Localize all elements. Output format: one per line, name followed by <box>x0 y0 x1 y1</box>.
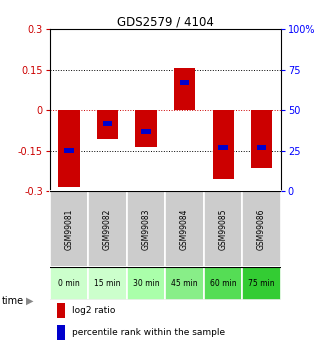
Text: percentile rank within the sample: percentile rank within the sample <box>73 328 226 337</box>
Bar <box>57 325 65 340</box>
Text: 30 min: 30 min <box>133 279 159 288</box>
Bar <box>57 303 65 318</box>
Bar <box>180 80 189 85</box>
Bar <box>242 267 281 300</box>
Bar <box>257 145 266 150</box>
Bar <box>127 191 165 267</box>
Text: GSM99086: GSM99086 <box>257 209 266 250</box>
Text: GSM99085: GSM99085 <box>219 209 228 250</box>
Bar <box>204 267 242 300</box>
Text: GSM99083: GSM99083 <box>142 209 151 250</box>
Bar <box>251 110 272 168</box>
Bar <box>242 191 281 267</box>
Text: 45 min: 45 min <box>171 279 198 288</box>
Bar <box>165 267 204 300</box>
Bar <box>218 145 228 150</box>
Text: time: time <box>2 296 24 306</box>
Bar <box>97 110 118 139</box>
Text: 0 min: 0 min <box>58 279 80 288</box>
Bar <box>165 191 204 267</box>
Bar <box>64 148 74 153</box>
Bar <box>58 110 80 187</box>
Bar <box>213 110 234 179</box>
Bar <box>50 191 88 267</box>
Bar <box>103 121 112 126</box>
Title: GDS2579 / 4104: GDS2579 / 4104 <box>117 15 214 28</box>
Text: 60 min: 60 min <box>210 279 236 288</box>
Text: GSM99082: GSM99082 <box>103 209 112 250</box>
Bar <box>174 69 195 110</box>
Bar <box>88 267 127 300</box>
Text: log2 ratio: log2 ratio <box>73 306 116 315</box>
Bar <box>135 110 157 147</box>
Bar <box>50 267 88 300</box>
Bar <box>141 129 151 134</box>
Text: 75 min: 75 min <box>248 279 275 288</box>
Text: ▶: ▶ <box>26 296 34 306</box>
Text: 15 min: 15 min <box>94 279 121 288</box>
Bar <box>204 191 242 267</box>
Text: GSM99081: GSM99081 <box>65 209 74 250</box>
Bar <box>127 267 165 300</box>
Text: GSM99084: GSM99084 <box>180 209 189 250</box>
Bar <box>88 191 127 267</box>
